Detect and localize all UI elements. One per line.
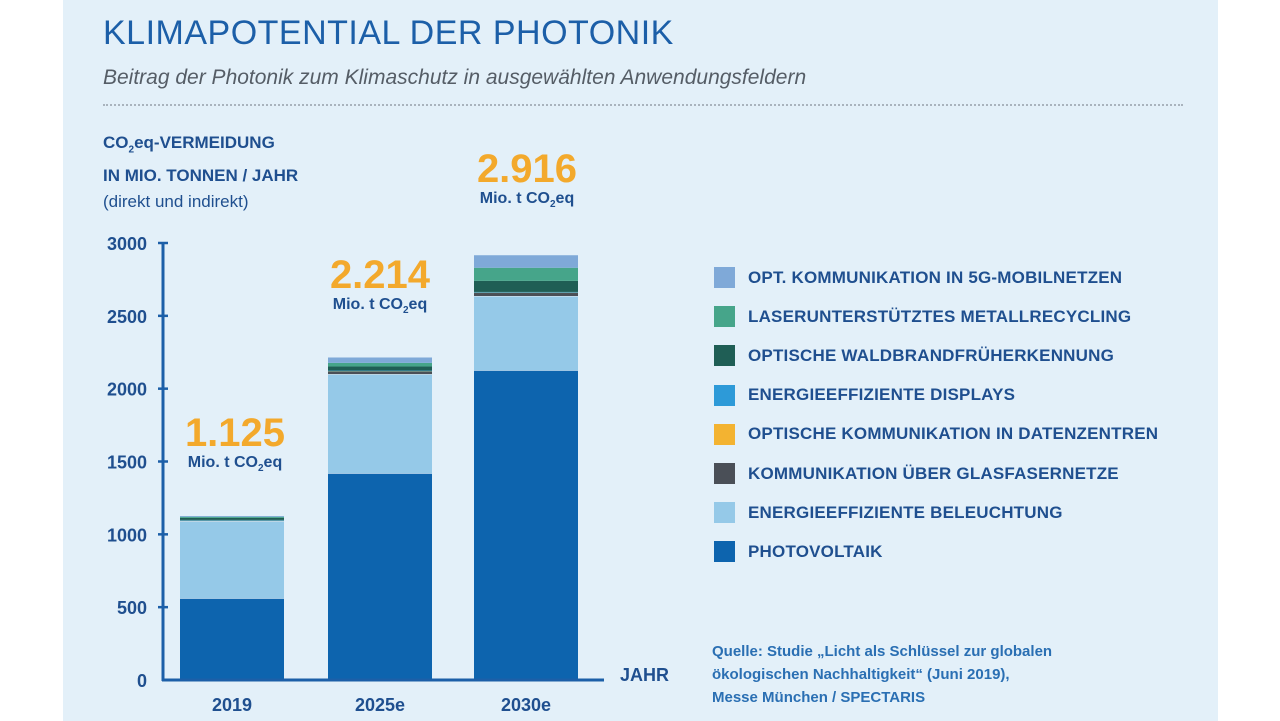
bar-2019 [180,516,284,680]
dotted-divider [103,104,1183,106]
bar-segment-photovoltaik-2030e [474,370,578,680]
total-value: 2.916 [476,147,578,191]
bar-segment-opt-kommunikation-in-5g-mobilnetzen-2019 [180,516,284,517]
bar-segment-energieeffiziente-beleuchtung-2030e [474,296,578,371]
y-tick-label: 500 [117,598,147,618]
bar-2025e [328,357,432,680]
y-tick-label: 2500 [107,307,147,327]
y-axis-label-line-2: IN MIO. TONNEN / JAHR [103,166,299,186]
y-axis-label: CO2eq-VERMEIDUNG IN MIO. TONNEN / JAHR (… [103,130,298,215]
bar-segment-kommunikation-über-glasfasernetze-2030e [474,292,578,297]
x-tick-label: 2025e [355,695,405,715]
legend-label: OPTISCHE KOMMUNIKATION IN DATENZENTREN [748,424,1159,444]
total-unit: Mio. t CO2eq [332,296,428,317]
bar-segment-laserunterstütztes-metallrecycling-2019 [180,516,284,518]
source-note: Quelle: Studie „Licht als Schlüssel zur … [712,640,1052,709]
legend-item: OPT. KOMMUNIKATION IN 5G-MOBILNETZEN [714,258,1158,297]
legend-item: PHOTOVOLTAIK [714,532,1158,571]
total-label-2019: 1.125 Mio. t CO2eq [160,412,310,474]
y-axis-label-line-1: CO2eq-VERMEIDUNG [103,133,275,156]
total-value: 1.125 [184,411,286,455]
legend-label: OPTISCHE WALDBRANDFRÜHERKENNUNG [748,345,1115,365]
source-line-1: Quelle: Studie „Licht als Schlüssel zur … [712,643,1053,660]
legend: OPT. KOMMUNIKATION IN 5G-MOBILNETZEN LASE… [714,258,1158,572]
source-line-2: ökologischen Nachhaltigkeit“ (Juni 2019)… [712,666,1010,683]
total-label-2030e: 2.916 Mio. t CO2eq [452,148,602,210]
bar-segment-energieeffiziente-beleuchtung-2025e [328,374,432,474]
y-tick-label: 2000 [107,380,147,400]
legend-swatch [714,345,735,367]
legend-item: ENERGIEEFFIZIENTE DISPLAYS [714,376,1158,415]
legend-item: OPTISCHE WALDBRANDFRÜHERKENNUNG [714,336,1158,375]
x-axis-label: JAHR [620,665,670,685]
bar-segment-optische-waldbrandfrüherkennung-2030e [474,280,578,292]
bar-segment-laserunterstütztes-metallrecycling-2025e [328,362,432,367]
legend-swatch [714,502,735,524]
legend-swatch [714,306,735,328]
x-tick-label: 2019 [212,695,252,715]
chart-subtitle: Beitrag der Photonik zum Klimaschutz in … [103,66,807,89]
bar-segment-laserunterstütztes-metallrecycling-2030e [474,267,578,281]
legend-item: OPTISCHE KOMMUNIKATION IN DATENZENTREN [714,415,1158,454]
total-unit: Mio. t CO2eq [479,190,575,211]
legend-swatch [714,541,735,563]
legend-item: ENERGIEEFFIZIENTE BELEUCHTUNG [714,493,1158,532]
x-tick-label: 2030e [501,695,551,715]
bar-segment-energieeffiziente-displays-2025e [328,370,432,372]
chart-title: KLIMAPOTENTIAL DER PHOTONIK [103,14,674,52]
legend-label: PHOTOVOLTAIK [748,541,883,561]
source-line-3: Messe München / SPECTARIS [712,689,926,706]
legend-item: LASERUNTERSTÜTZTES METALLRECYCLING [714,297,1158,336]
y-tick-label: 1500 [107,453,147,473]
bar-segment-photovoltaik-2019 [180,597,284,680]
bar-segment-opt-kommunikation-in-5g-mobilnetzen-2025e [328,357,432,363]
bar-segment-opt-kommunikation-in-5g-mobilnetzen-2030e [474,255,578,268]
legend-label: ENERGIEEFFIZIENTE BELEUCHTUNG [748,502,1063,522]
bar-segment-kommunikation-über-glasfasernetze-2025e [328,371,432,375]
legend-swatch [714,463,735,485]
total-unit: Mio. t CO2eq [187,454,283,475]
y-axis-label-line-3: (direkt und indirekt) [103,192,249,212]
legend-label: ENERGIEEFFIZIENTE DISPLAYS [748,385,1016,405]
y-tick-label: 3000 [107,234,147,254]
bar-2030e [474,255,578,680]
bar-segment-energieeffiziente-displays-2030e [474,291,578,293]
total-value: 2.214 [329,253,431,297]
bar-segment-energieeffiziente-displays-2019 [180,519,284,521]
y-tick-label: 1000 [107,525,147,545]
bar-segment-photovoltaik-2025e [328,473,432,680]
legend-label: LASERUNTERSTÜTZTES METALLRECYCLING [748,306,1132,326]
bar-segment-energieeffiziente-beleuchtung-2019 [180,521,284,598]
bar-segment-optische-waldbrandfrüherkennung-2025e [328,366,432,371]
legend-item: KOMMUNIKATION ÜBER GLASFASERNETZE [714,454,1158,493]
legend-swatch [714,267,735,289]
legend-swatch [714,423,735,445]
legend-label: KOMMUNIKATION ÜBER GLASFASERNETZE [748,463,1119,483]
total-label-2025e: 2.214 Mio. t CO2eq [305,254,455,316]
y-tick-label: 0 [137,671,147,691]
bar-segment-optische-waldbrandfrüherkennung-2019 [180,517,284,520]
legend-swatch [714,384,735,406]
legend-label: OPT. KOMMUNIKATION IN 5G-MOBILNETZEN [748,267,1123,287]
